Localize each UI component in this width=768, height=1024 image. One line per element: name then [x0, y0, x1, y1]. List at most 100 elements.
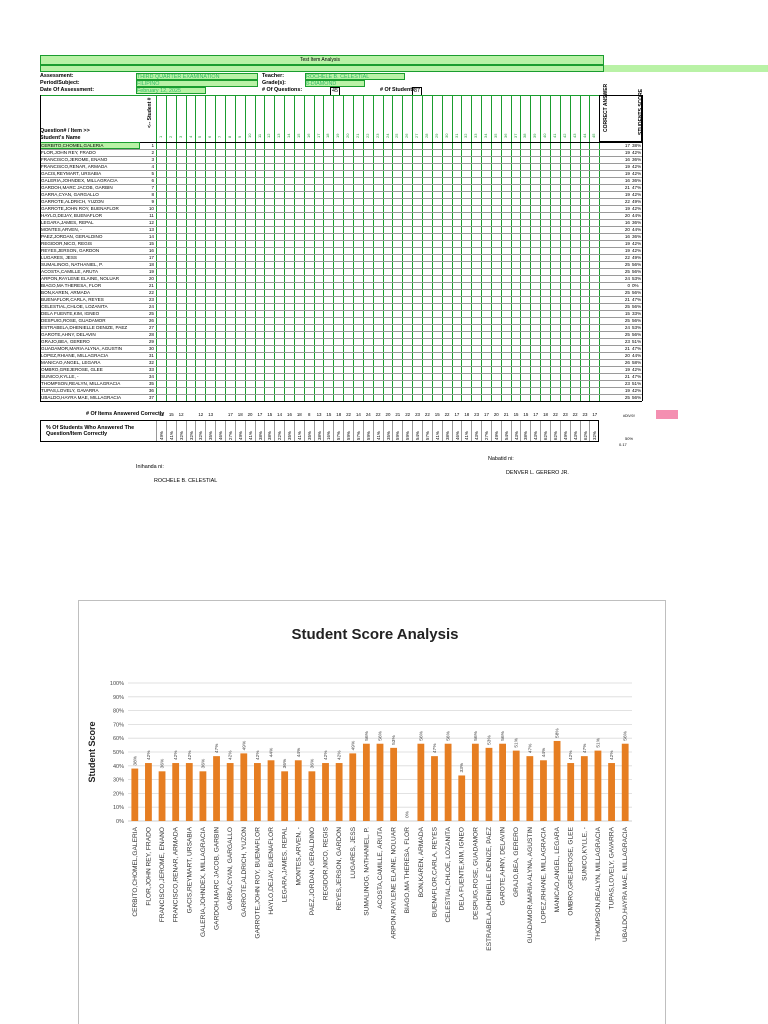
percent-col-line	[520, 420, 522, 442]
grid-row-line	[40, 331, 642, 332]
date-value[interactable]: February 12, 2025	[136, 87, 206, 94]
student-name: SUMALINOG, NATHANIEL, P.	[41, 261, 103, 267]
percent-col-line	[589, 420, 591, 442]
student-name: FRANCISCO,JEROME, ENANO	[41, 156, 108, 162]
student-name: FRANCISCO,RENAR, ARMADA	[41, 163, 108, 169]
answered-count: 13	[208, 412, 214, 417]
percent-col-line	[254, 420, 256, 442]
bar-data-label: 36%	[200, 758, 206, 768]
bar-data-label: 56%	[623, 730, 629, 740]
student-score: 19	[624, 366, 630, 372]
grid-col-line	[421, 95, 423, 401]
grid-col-line	[392, 95, 394, 401]
student-score: 21	[624, 373, 630, 379]
teacher-value[interactable]: ROCHELE B. CELESTIAL	[305, 73, 405, 80]
prepared-label: Inihanda ni:	[136, 464, 164, 470]
student-number: 35	[148, 380, 154, 386]
answered-count: 23	[415, 412, 420, 417]
grid-col-line	[402, 95, 404, 401]
percent-col-line	[353, 420, 354, 442]
answered-count: 23	[582, 412, 588, 417]
percent-col-line	[343, 420, 345, 442]
bar	[158, 771, 166, 821]
assessment-value[interactable]: THIRD QUARTER EXAMINATION	[136, 73, 258, 80]
grid-col-line	[165, 95, 167, 401]
category-label: GAROTE,AHNY, DELAVIN	[500, 827, 507, 906]
grid-col-line	[215, 95, 217, 401]
category-label: BIAGO,MA THERESA, FLOR	[404, 827, 411, 914]
student-percent: 53%	[632, 324, 642, 330]
student-percent: 56%	[632, 261, 642, 267]
percent-col-line	[579, 420, 581, 442]
answered-count: 22	[375, 412, 381, 417]
student-percent: 58%	[632, 359, 642, 365]
students-label: # Of Students	[380, 87, 416, 93]
category-label: ACOSTA,CAMILLE, ARUTA	[377, 826, 384, 908]
noted-label: Nabatid ni:	[488, 456, 514, 462]
category-label: GALERIA,JOHNDEX, MILLAGRACIA	[200, 826, 207, 937]
answered-count: 22	[346, 412, 351, 417]
bar	[594, 750, 602, 821]
grid-row-line	[40, 226, 642, 227]
grid-row-line	[40, 289, 642, 290]
category-label: GARRA,CYAN, GARGALLO	[227, 827, 234, 910]
student-percent: 44%	[632, 226, 642, 232]
student-number: 3	[151, 156, 154, 162]
answered-count: 24	[365, 412, 371, 417]
percent-col-line	[264, 420, 266, 442]
student-name: BIAGO,MA THERESA, FLOR	[41, 282, 102, 288]
student-number: 9	[151, 198, 154, 204]
category-label: GACIS,REYMART, URSABIA	[186, 826, 193, 913]
bar-data-label: 56%	[378, 730, 384, 740]
category-label: REGIDOR,NICO, REGIS	[323, 826, 330, 900]
percent-col-line	[362, 420, 364, 442]
category-label: MANICAO,ANGEL, LEGARA	[554, 826, 561, 912]
period-value[interactable]: FILIPINO	[136, 80, 258, 87]
answered-count: 22	[572, 412, 578, 417]
grid-col-line	[481, 95, 483, 401]
grid-col-line	[205, 95, 207, 401]
grid-row-line	[40, 261, 642, 262]
grid-col-line	[303, 95, 305, 401]
grid-row-line	[40, 324, 642, 325]
student-name-label: Student's Name	[40, 135, 81, 141]
student-score: 15	[624, 310, 630, 316]
percent-col-line	[382, 420, 384, 442]
grade-value[interactable]: 8-DIAMOND	[305, 80, 365, 87]
bar	[131, 768, 139, 821]
student-name: BON,KAREN, ARMADA	[41, 289, 91, 295]
bar-data-label: 56%	[500, 730, 506, 740]
answered-count: 22	[405, 412, 411, 417]
category-label: GRAJO,BEA, GERERO	[513, 827, 520, 897]
percent-col-line	[185, 420, 187, 442]
student-score: 20	[624, 352, 630, 358]
grid-col-line	[333, 95, 335, 401]
bar	[471, 743, 479, 821]
answered-count: 18	[543, 412, 548, 417]
bar-data-label: 53%	[391, 735, 397, 745]
student-name: HAYLO,DEJAY, BUENAFLOR	[41, 212, 103, 218]
student-score: 24	[624, 324, 630, 330]
grid-row-line	[40, 275, 642, 276]
student-score: 23	[624, 380, 630, 386]
student-score: 21	[624, 184, 630, 190]
percent-col-line	[313, 420, 315, 442]
y-tick-label: 100%	[110, 681, 124, 687]
student-score: 25	[624, 303, 630, 309]
bar-data-label: 58%	[555, 728, 561, 738]
student-percent: 42%	[632, 205, 642, 211]
student-percent: 36%	[632, 156, 642, 162]
student-percent: 53%	[632, 275, 642, 281]
answered-count: 22	[424, 412, 430, 417]
bar-data-label: 47%	[432, 743, 438, 753]
student-number: 4	[151, 163, 154, 169]
percent-col-line	[421, 420, 423, 442]
student-score: 16	[624, 233, 630, 239]
bar-data-label: 47%	[582, 743, 588, 753]
answered-count: 17	[592, 412, 598, 417]
student-number: 7	[151, 184, 154, 190]
percent-col-line	[431, 420, 433, 442]
percent-col-line	[461, 420, 463, 442]
grid-col-line	[264, 95, 266, 401]
bar-data-label: 42%	[187, 750, 193, 760]
